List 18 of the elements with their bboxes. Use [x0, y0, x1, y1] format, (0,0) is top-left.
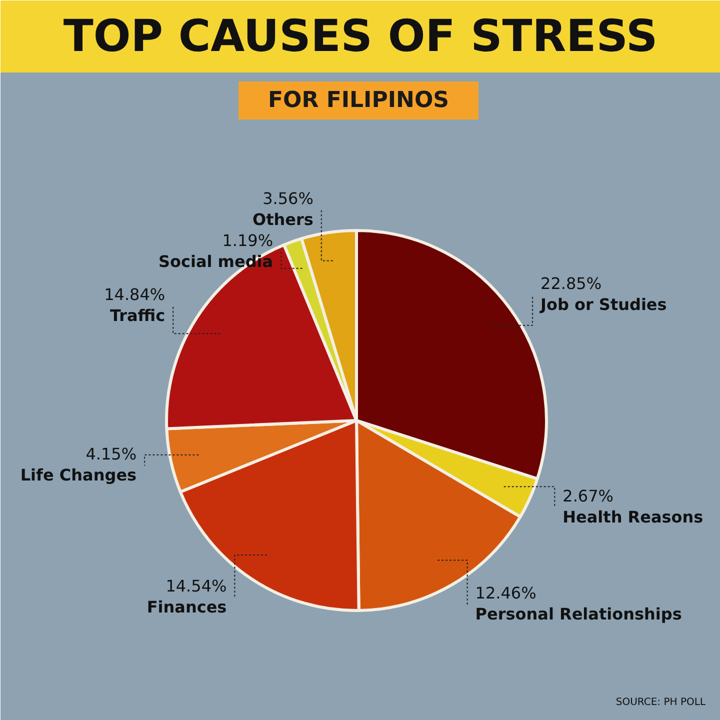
slice-label: Others	[252, 210, 314, 229]
data-label: 14.84%	[104, 285, 166, 304]
data-label: 4.15%	[86, 444, 137, 464]
slice-label: Personal Relationships	[475, 604, 682, 624]
data-label: 12.46%	[475, 584, 536, 603]
data-label: 22.85%	[540, 274, 602, 294]
slice-label: Job or Studies	[540, 295, 667, 314]
chart-subtitle: FOR FILIPINOS	[268, 88, 450, 113]
data-label: 3.56%	[262, 188, 314, 208]
chart-title: TOP CAUSES OF STRESS	[63, 11, 658, 62]
data-label: 2.67%	[562, 486, 614, 506]
slice-label: Traffic	[110, 306, 166, 326]
slice-label: Life Changes	[20, 466, 137, 485]
slice-label: Health Reasons	[562, 508, 704, 527]
data-label: 14.54%	[166, 576, 227, 596]
data-label: 1.19%	[222, 230, 274, 250]
source-note: SOURCE: PH POLL	[616, 697, 706, 708]
slice-label: Finances	[146, 598, 227, 617]
